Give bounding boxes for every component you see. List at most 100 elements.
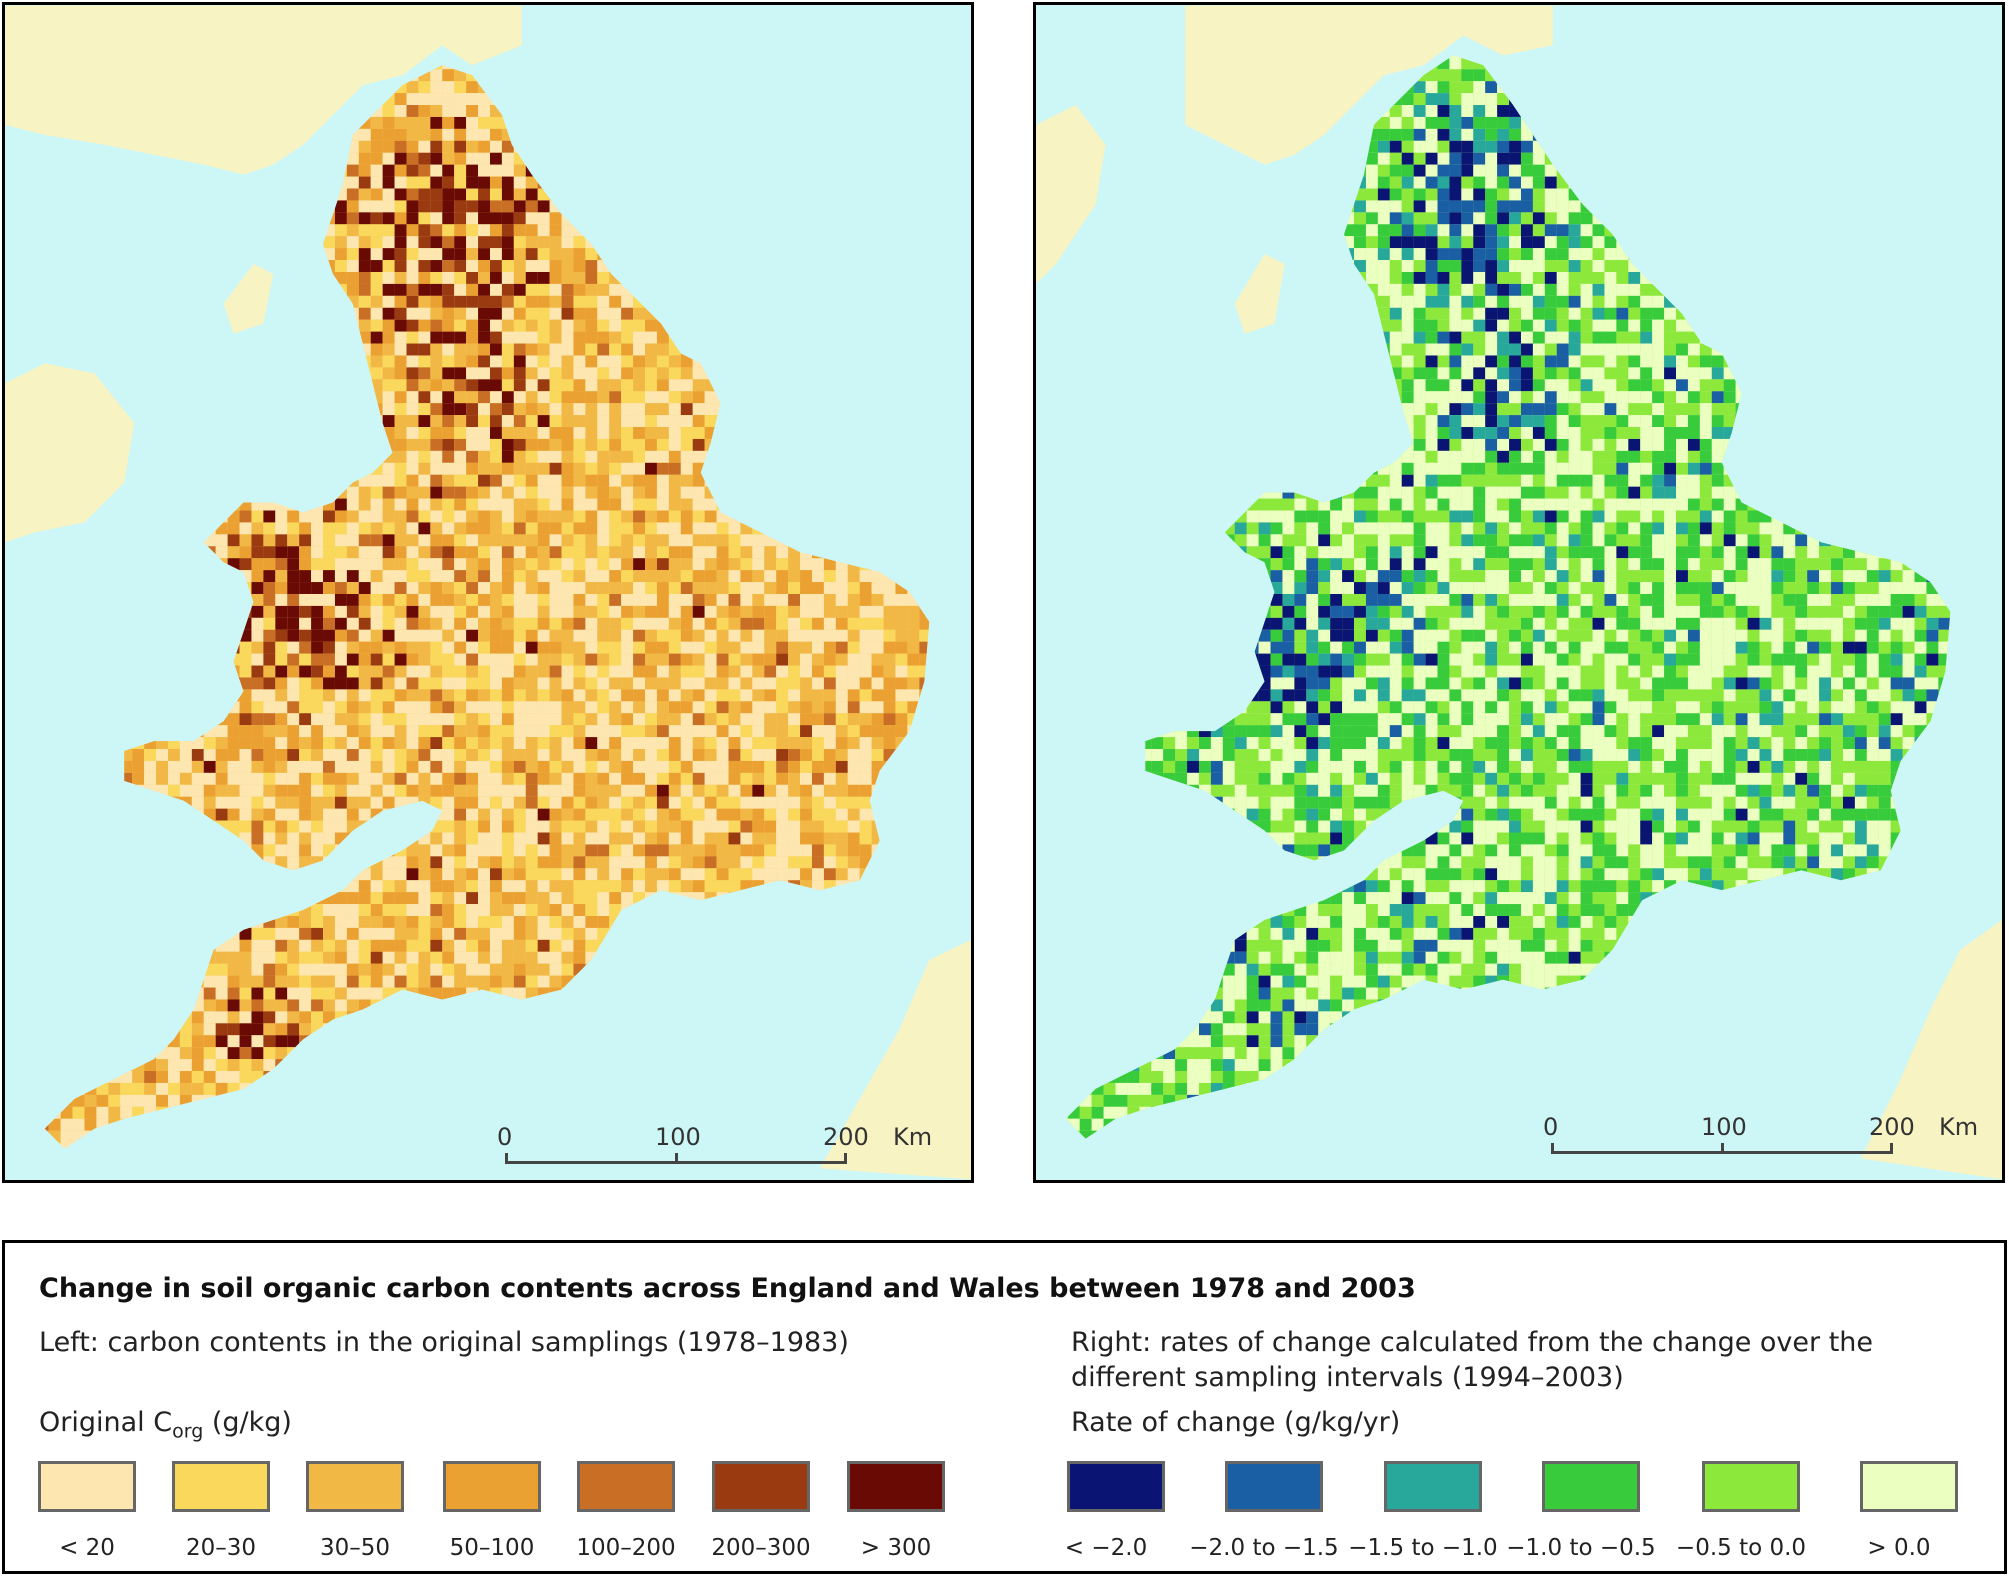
grid-cell <box>489 558 502 571</box>
grid-cell <box>931 391 943 403</box>
grid-cell <box>466 379 479 392</box>
grid-cell <box>370 582 383 594</box>
grid-cell <box>704 415 717 428</box>
grid-cell <box>108 355 121 368</box>
map-left-original-carbon[interactable]: 0 100 200 Km <box>2 2 974 1183</box>
grid-cell <box>346 522 359 535</box>
grid-cell <box>680 152 693 165</box>
grid-cell <box>728 796 741 809</box>
grid-cell <box>513 772 526 785</box>
grid-cell <box>287 796 300 809</box>
grid-cell <box>323 725 335 738</box>
grid-cell <box>501 665 514 678</box>
grid-cell <box>132 236 145 249</box>
grid-cell <box>668 391 681 404</box>
grid-cell <box>430 248 443 261</box>
grid-cell <box>394 689 407 702</box>
grid-cell <box>478 379 490 392</box>
grid-cell <box>406 200 419 213</box>
grid-cell <box>394 510 407 523</box>
grid-cell <box>525 331 538 344</box>
grid-cell <box>883 784 896 797</box>
grid-cell <box>597 116 610 129</box>
grid-cell <box>800 558 812 571</box>
grid-cell <box>478 582 490 594</box>
grid-cell <box>454 152 467 165</box>
grid-cell <box>394 760 407 773</box>
grid-cell <box>513 522 526 535</box>
grid-cell <box>800 236 812 249</box>
grid-cell <box>943 212 955 224</box>
grid-cell <box>370 725 383 738</box>
grid-cell <box>430 200 443 213</box>
grid-cell <box>167 713 180 726</box>
grid-cell <box>549 677 562 690</box>
grid-cell <box>704 486 717 499</box>
grid-cell <box>132 641 145 654</box>
grid-cell <box>704 605 717 618</box>
grid-cell <box>406 450 419 463</box>
grid-cell <box>346 665 359 678</box>
grid-cell <box>788 367 801 380</box>
grid-cell <box>501 260 514 272</box>
grid-cell <box>764 307 777 320</box>
grid-cell <box>549 295 562 308</box>
grid-cell <box>680 81 693 94</box>
grid-cell <box>466 200 479 213</box>
grid-cell <box>108 331 121 344</box>
grid-cell <box>621 355 634 368</box>
grid-cell <box>239 677 252 690</box>
grid-cell <box>859 701 872 714</box>
grid-cell <box>44 653 49 666</box>
grid-cell <box>48 725 61 738</box>
grid-cell <box>835 200 848 213</box>
grid-cell <box>561 605 574 618</box>
grid-cell <box>561 462 574 475</box>
grid-cell <box>776 784 789 797</box>
grid-cell <box>418 236 431 249</box>
grid-cell <box>871 69 884 82</box>
grid-cell <box>680 105 693 117</box>
grid-cell <box>609 582 622 594</box>
grid-cell <box>907 188 920 201</box>
grid-cell <box>728 212 741 225</box>
grid-cell <box>72 665 85 678</box>
grid-cell <box>167 367 180 380</box>
grid-cell <box>442 116 455 129</box>
grid-cell <box>895 271 908 284</box>
grid-cell <box>311 582 324 594</box>
grid-cell <box>263 689 276 702</box>
grid-cell <box>275 605 288 618</box>
grid-cell <box>108 283 121 296</box>
grid-cell <box>227 248 240 261</box>
grid-cell <box>466 737 479 750</box>
grid-cell <box>263 701 276 714</box>
grid-cell <box>275 546 288 559</box>
grid-cell <box>847 93 860 106</box>
grid-cell <box>513 796 526 809</box>
grid-cell <box>442 427 455 439</box>
grid-cell <box>466 653 479 666</box>
grid-cell <box>895 438 908 451</box>
grid-cell <box>179 331 192 344</box>
grid-cell <box>311 534 324 547</box>
grid-cell <box>788 534 801 547</box>
grid-cell <box>48 784 61 797</box>
grid-cell <box>537 391 550 404</box>
grid-cell <box>847 438 860 451</box>
grid-cell <box>215 510 228 523</box>
grid-cell <box>84 713 97 726</box>
grid-cell <box>943 296 955 308</box>
grid-cell <box>239 248 252 261</box>
grid-cell <box>549 260 562 272</box>
grid-cell <box>394 248 407 261</box>
grid-cell <box>740 605 753 618</box>
grid-cell <box>800 713 812 726</box>
grid-cell <box>334 665 347 678</box>
grid-cell <box>907 65 920 70</box>
grid-cell <box>776 65 789 70</box>
grid-cell <box>418 534 431 547</box>
grid-cell <box>538 45 550 57</box>
grid-cell <box>227 701 240 714</box>
grid-cell <box>179 271 192 284</box>
